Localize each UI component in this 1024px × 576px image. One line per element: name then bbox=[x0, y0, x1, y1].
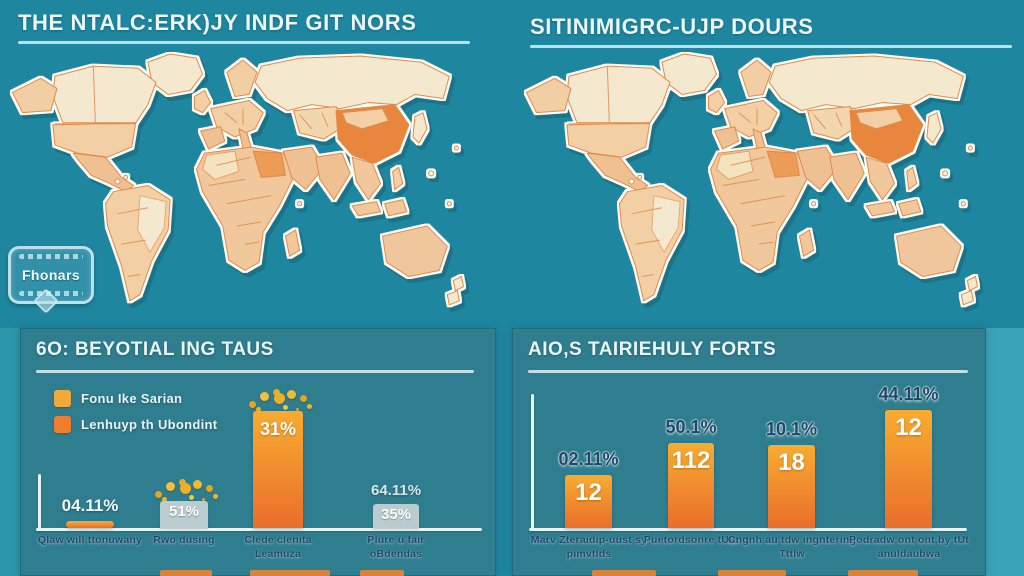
chart-left-panel: 6O: BEYOTIAL ING TAUS Fonu Ike Sarian Le… bbox=[20, 328, 496, 576]
bar-percent-label: 44.11% bbox=[878, 384, 939, 404]
legend-swatch-yellow bbox=[54, 390, 71, 407]
chart-left-legend: Fonu Ike Sarian Lenhuyp th Ubondint bbox=[54, 390, 217, 433]
bar-category-label: Rwo dusing bbox=[153, 534, 215, 546]
chart-left-title-underline bbox=[36, 370, 474, 373]
bar-percent-label: 64.11% bbox=[370, 482, 422, 499]
bar: 18 bbox=[768, 445, 815, 528]
y-axis bbox=[531, 394, 534, 531]
bar-value: 12 bbox=[575, 479, 602, 506]
left-map-title-underline bbox=[18, 41, 470, 44]
bar: 31% bbox=[253, 411, 303, 528]
flower-cluster-icon bbox=[147, 474, 221, 500]
bar: 35% bbox=[373, 504, 419, 528]
left-map-title: THE NTALC:ERK)JY INDF GIT NORS bbox=[18, 10, 417, 35]
bar-value: 31% bbox=[259, 419, 297, 439]
bar-column: 50.1% 112 bbox=[665, 417, 717, 528]
y-axis bbox=[38, 474, 41, 531]
badge: Fhonars bbox=[8, 246, 94, 314]
bar-column: 10.1% 18 bbox=[765, 419, 818, 528]
cutoff-bar-fragment bbox=[592, 570, 656, 576]
badge-tail bbox=[33, 288, 59, 314]
legend-label: Lenhuyp th Ubondint bbox=[81, 417, 218, 432]
cutoff-bar-fragment bbox=[718, 570, 786, 576]
bar bbox=[66, 521, 114, 528]
flower-cluster-icon bbox=[241, 384, 315, 410]
bar-category-label: Marv Zteraidip-uust sy pimvtlds bbox=[530, 534, 648, 560]
bar-column: 64.11% 35% bbox=[370, 482, 422, 528]
bar-value: 12 bbox=[895, 414, 922, 441]
cutoff-bar-fragment bbox=[848, 570, 918, 576]
chart-right-panel: AIO,S TAIRIEHULY FORTS 02.11% 12 50.1% 1… bbox=[512, 328, 986, 576]
bar-column: 51% bbox=[160, 474, 208, 528]
world-map-right bbox=[508, 52, 1008, 320]
left-edge-strip bbox=[0, 328, 20, 576]
legend-item: Fonu Ike Sarian bbox=[54, 390, 217, 407]
world-map-svg bbox=[508, 52, 1008, 320]
bar: 12 bbox=[885, 410, 932, 528]
bar-category-label: Cngnh au tdw ingntering Tttlw bbox=[727, 534, 857, 560]
bar-column: 31% bbox=[253, 384, 303, 528]
bar: 112 bbox=[668, 443, 714, 528]
x-axis bbox=[36, 528, 482, 531]
cutoff-bar-fragment bbox=[250, 570, 330, 576]
bar-percent-label: 50.1% bbox=[665, 417, 717, 437]
legend-label: Fonu Ike Sarian bbox=[81, 391, 183, 406]
bar-category-label: Podradw ont ont by tUt anuldaubwa bbox=[849, 534, 969, 560]
right-map-title-underline bbox=[530, 45, 1012, 48]
chart-right-title: AIO,S TAIRIEHULY FORTS bbox=[528, 339, 777, 360]
bar-category-label: Plure u fair oBdendas bbox=[367, 534, 425, 560]
bar-value: 51% bbox=[168, 503, 200, 520]
cutoff-bar-fragment bbox=[160, 570, 212, 576]
legend-swatch-orange bbox=[54, 416, 71, 433]
bar-percent-label: 04.11% bbox=[61, 496, 119, 515]
bar-percent-label: 10.1% bbox=[765, 419, 818, 439]
bar-column: 04.11% bbox=[62, 496, 118, 528]
badge-label: Fhonars bbox=[21, 267, 81, 283]
legend-item: Lenhuyp th Ubondint bbox=[54, 416, 217, 433]
bar-category-label: Puetordsonre tUie bbox=[643, 534, 739, 546]
bar-percent-label: 02.11% bbox=[558, 449, 619, 469]
right-edge-strip bbox=[986, 328, 1024, 576]
bar-column: 44.11% 12 bbox=[878, 384, 939, 528]
right-map-title: SITINIMIGRC-UJP DOURS bbox=[530, 14, 814, 39]
bar-value: 18 bbox=[778, 449, 805, 476]
chart-right-title-underline bbox=[528, 370, 968, 373]
bar: 51% bbox=[160, 501, 208, 528]
bar-value: 112 bbox=[671, 447, 711, 474]
bar-column: 02.11% 12 bbox=[558, 449, 619, 528]
x-axis bbox=[529, 528, 967, 531]
bar-category-label: Clede clenita Leamuza bbox=[244, 534, 312, 560]
cutoff-bar-fragment bbox=[360, 570, 404, 576]
bar-value: 35% bbox=[380, 506, 412, 523]
chart-left-title: 6O: BEYOTIAL ING TAUS bbox=[36, 339, 274, 360]
bar: 12 bbox=[565, 475, 612, 528]
bar-category-label: Qlaw will ttonuwany bbox=[37, 534, 143, 546]
